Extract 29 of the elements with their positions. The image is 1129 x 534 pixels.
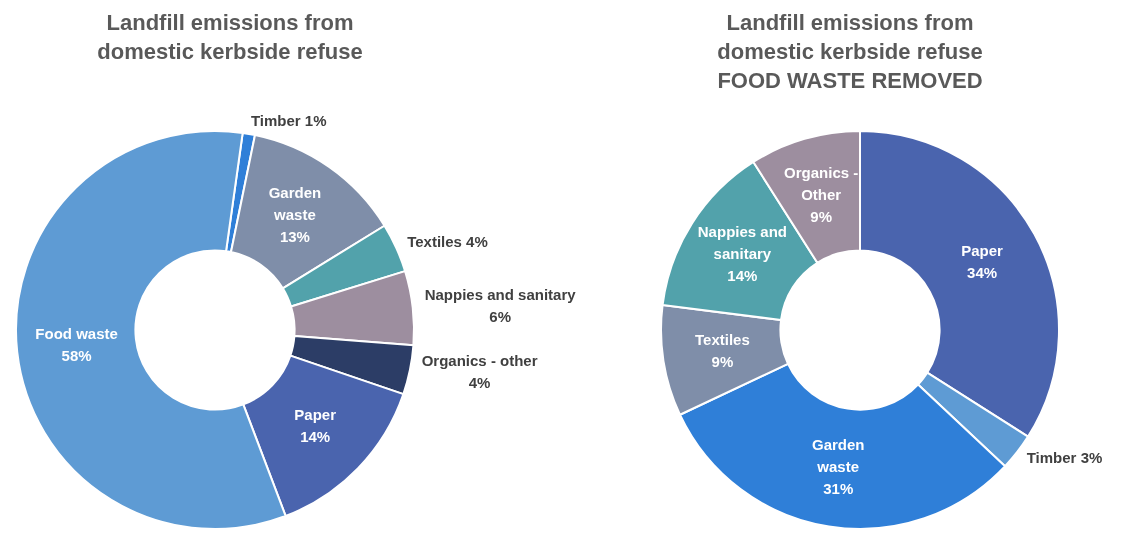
data-label: 34%	[967, 264, 998, 282]
data-label: 58%	[61, 346, 92, 364]
data-label: 1%	[304, 112, 327, 130]
slice-label: Timber	[1026, 449, 1077, 467]
data-label: 4%	[466, 232, 488, 250]
slice-label: Timber	[250, 112, 301, 130]
slice-label: Garden waste	[268, 184, 322, 224]
slice-label: Garden waste	[811, 435, 865, 475]
data-label: 9%	[711, 352, 734, 370]
data-label: 14%	[727, 267, 758, 285]
data-label: 31%	[823, 479, 854, 497]
slice-label: Paper	[961, 242, 1004, 260]
slice-label: Textiles	[407, 232, 462, 250]
chart-subtitle: FOOD WASTE REMOVED	[716, 67, 984, 95]
chart-title: Landfill emissions from domestic kerbside refuse	[96, 9, 364, 66]
data-label: 4%	[468, 373, 491, 391]
slice-label: Nappies and sanitary	[697, 223, 787, 263]
slice-label: Textiles	[695, 330, 750, 348]
data-label: 3%	[1080, 449, 1103, 467]
slice-label: Food waste	[35, 324, 118, 342]
data-label: 13%	[279, 228, 310, 246]
data-label: 6%	[489, 307, 511, 325]
data-label: 14%	[300, 427, 331, 445]
slice-label: Organics - other	[421, 351, 538, 369]
chart-title: Landfill emissions from domestic kerbside refuse	[716, 9, 984, 66]
data-label: 9%	[810, 208, 832, 226]
slice-label: Paper	[294, 405, 337, 423]
slice-label: Nappies and sanitary	[424, 285, 577, 303]
slice-label: Organics - Other	[784, 164, 859, 204]
